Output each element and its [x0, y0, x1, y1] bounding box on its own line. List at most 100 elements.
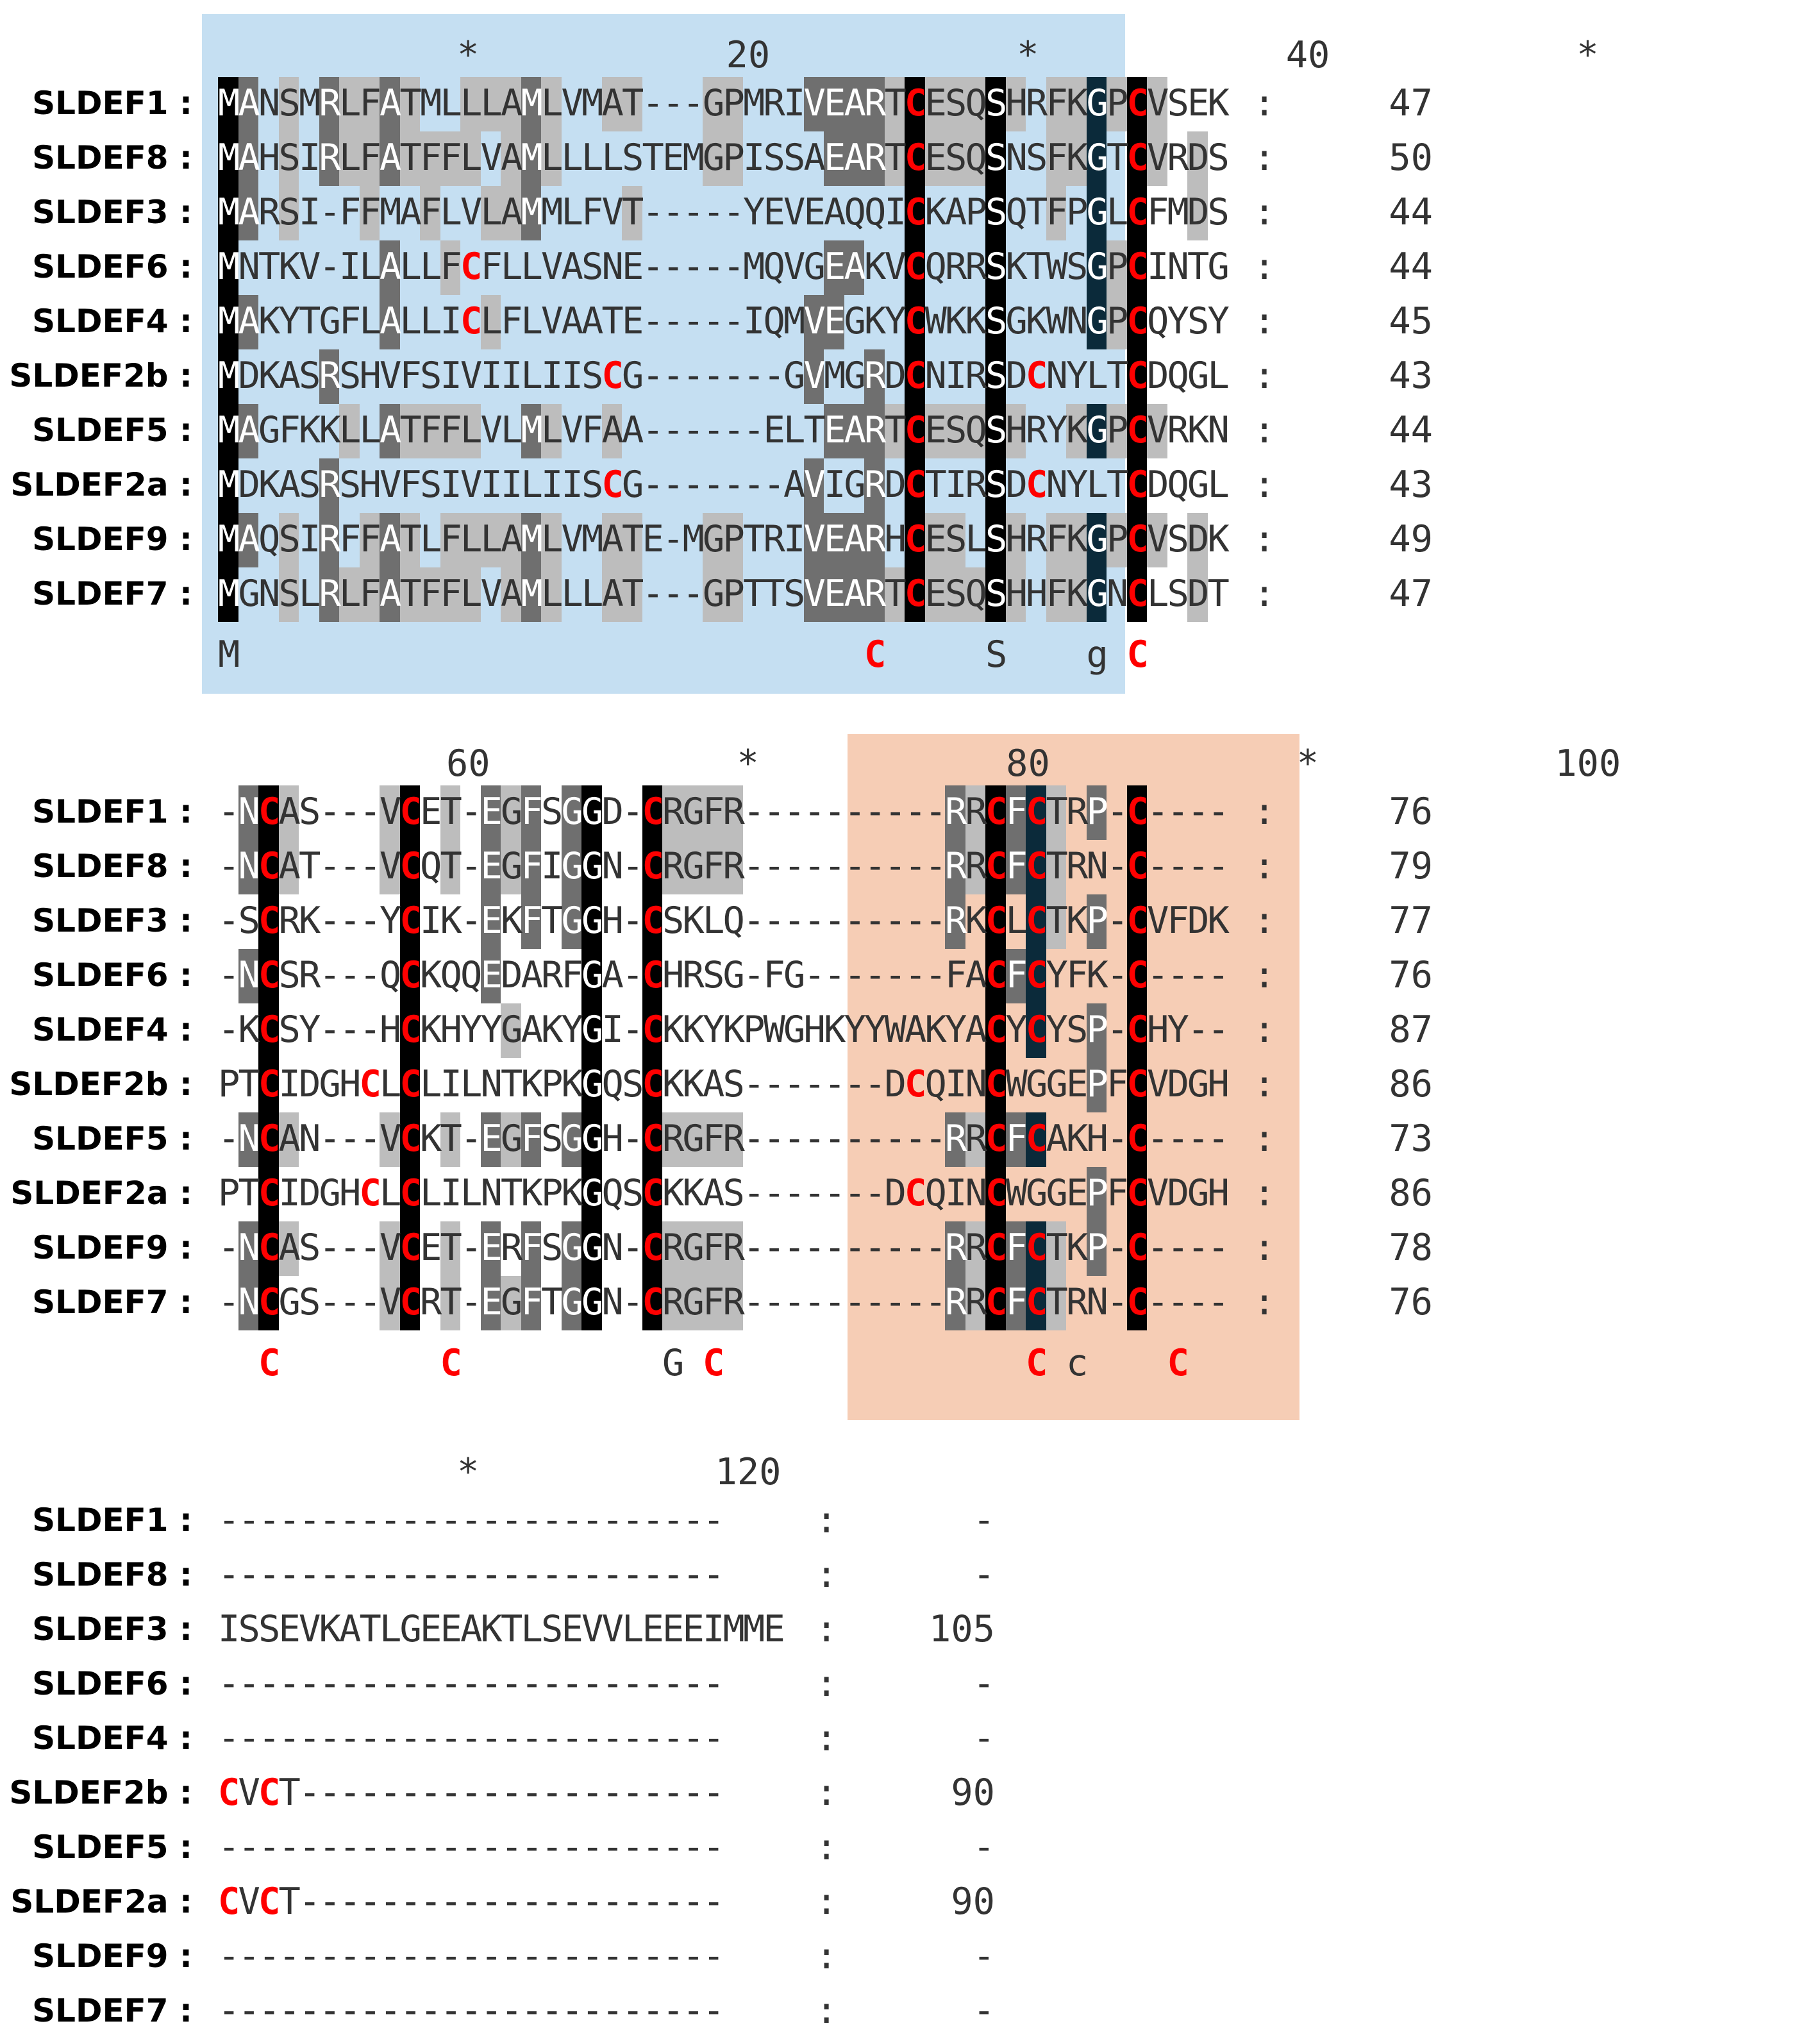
residue: - — [299, 1881, 321, 1923]
residue: M — [299, 82, 321, 124]
shade-cell — [703, 1112, 723, 1167]
residue: F — [339, 300, 362, 342]
residue: Y — [480, 1009, 503, 1051]
residue: - — [763, 791, 785, 833]
residue: A — [601, 518, 624, 560]
residue: S — [1167, 518, 1189, 560]
residue: R — [299, 954, 321, 996]
residue: F — [1046, 82, 1068, 124]
residue: T — [803, 409, 826, 451]
shade-cell — [581, 894, 602, 949]
residue: L — [460, 518, 483, 560]
residue: C — [642, 1118, 664, 1160]
residue: Y — [1066, 355, 1089, 397]
residue-count: - — [973, 1935, 995, 1977]
residue: - — [380, 1990, 402, 2032]
residue: G — [1046, 1172, 1068, 1214]
residue: - — [399, 1772, 422, 1814]
residue: K — [258, 300, 281, 342]
residue: V — [541, 246, 564, 288]
residue: A — [601, 573, 624, 615]
residue: M — [521, 573, 543, 615]
shade-cell — [1126, 949, 1147, 1003]
shade-cell — [440, 567, 460, 622]
residue: - — [682, 82, 705, 124]
shade-cell — [662, 840, 683, 894]
shade-cell — [501, 186, 521, 240]
residue: - — [319, 791, 341, 833]
shade-cell — [319, 567, 339, 622]
shade-cell — [642, 894, 662, 949]
shade-cell — [501, 840, 521, 894]
residue: - — [359, 1772, 381, 1814]
residue: T — [278, 1881, 301, 1923]
shade-cell — [1126, 567, 1147, 622]
shade-cell — [1026, 785, 1046, 840]
shade-cell — [985, 404, 1006, 458]
residue: M — [521, 191, 543, 233]
residue: G — [561, 900, 583, 942]
residue: C — [985, 845, 1008, 887]
residue: V — [561, 518, 583, 560]
residue: R — [763, 518, 785, 560]
residue: - — [319, 1499, 341, 1541]
residue: T — [1026, 246, 1048, 288]
sequence-name: SLDEF4 : — [32, 1011, 192, 1048]
shade-cell — [945, 1112, 965, 1167]
residue: C — [399, 1172, 422, 1214]
residue: A — [278, 355, 301, 397]
residue: - — [218, 845, 240, 887]
sequence-name: SLDEF6 : — [32, 957, 192, 994]
residue: M — [581, 518, 604, 560]
residue: - — [420, 1826, 442, 1868]
residue: R — [662, 1118, 685, 1160]
shade-cell — [905, 458, 925, 513]
shade-cell — [339, 567, 360, 622]
shade-cell — [541, 131, 562, 186]
residue: S — [299, 464, 321, 506]
shade-cell — [1086, 894, 1107, 949]
residue: C — [1026, 900, 1048, 942]
residue: C — [601, 355, 624, 397]
shade-cell — [1005, 1221, 1026, 1276]
residue: - — [682, 191, 705, 233]
shade-cell — [1086, 785, 1107, 840]
shade-cell — [723, 840, 743, 894]
shade-cell — [723, 513, 743, 567]
row-colon: : — [1253, 954, 1276, 996]
residue: - — [703, 1881, 725, 1923]
residue: A — [380, 300, 402, 342]
row-colon: : — [1253, 82, 1276, 124]
shade-cell — [238, 295, 258, 349]
shade-cell — [1147, 77, 1167, 131]
residue: G — [501, 791, 523, 833]
residue: C — [258, 1063, 281, 1105]
residue: K — [1086, 954, 1108, 996]
residue: - — [1207, 1009, 1230, 1051]
residue: E — [480, 1227, 503, 1269]
row-colon: : — [1253, 1063, 1276, 1105]
residue: E — [420, 1227, 442, 1269]
residue: R — [864, 82, 887, 124]
shade-cell — [258, 1221, 279, 1276]
residue: L — [581, 137, 604, 179]
residue: E — [1066, 1063, 1089, 1105]
sequence-name: SLDEF6 : — [32, 248, 192, 285]
residue: R — [945, 1281, 967, 1323]
residue: E — [1066, 1172, 1089, 1214]
residue: C — [218, 1772, 240, 1814]
residue: T — [238, 1063, 260, 1105]
residue: K — [682, 1009, 705, 1051]
residue: - — [339, 791, 362, 833]
shade-cell — [1107, 77, 1127, 131]
residue: C — [1026, 1281, 1048, 1323]
residue: L — [460, 1172, 483, 1214]
residue-count: 73 — [1389, 1118, 1433, 1160]
residue: - — [1167, 791, 1189, 833]
residue: L — [399, 300, 422, 342]
residue: - — [1207, 1281, 1230, 1323]
residue: F — [703, 1227, 725, 1269]
residue: E — [662, 1608, 685, 1650]
residue: D — [299, 1063, 321, 1105]
residue: - — [844, 1172, 866, 1214]
